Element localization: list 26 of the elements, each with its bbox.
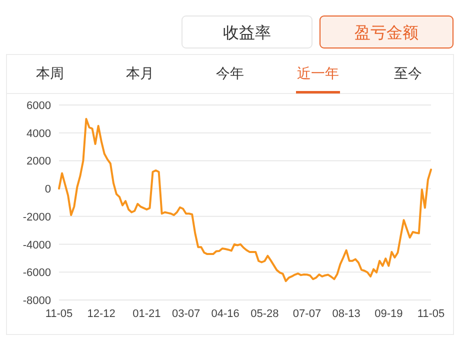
x-tick-label: 03-07 <box>172 308 200 320</box>
x-tick-label: 09-19 <box>374 308 403 320</box>
x-tick-label: 04-16 <box>211 308 240 320</box>
text: 至今 <box>394 65 422 81</box>
text: 近一年 <box>297 65 339 81</box>
x-tick-label: 07-07 <box>292 308 322 320</box>
x-tick-label: 01-21 <box>132 308 161 320</box>
y-tick-label: 0 <box>44 184 51 196</box>
text: 今年 <box>216 65 244 81</box>
y-tick-label: 4000 <box>26 128 51 140</box>
y-tick-label: 2000 <box>26 156 51 168</box>
text: 本月 <box>126 65 154 81</box>
y-tick-label: -2000 <box>22 211 51 224</box>
text: 本周 <box>36 65 64 81</box>
text: 盈亏金额 <box>354 24 418 42</box>
y-tick-label: -4000 <box>22 239 51 252</box>
y-tick-label: -8000 <box>22 295 51 307</box>
y-tick-label: -6000 <box>22 267 51 280</box>
x-tick-label: 08-13 <box>332 308 360 320</box>
x-tick-label: 12-12 <box>87 308 116 320</box>
text: 收益率 <box>223 24 271 42</box>
x-tick-label: 11-05 <box>45 308 73 320</box>
x-tick-label: 05-28 <box>250 308 279 320</box>
x-tick-label: 11-05 <box>417 308 445 320</box>
line-series <box>58 118 432 282</box>
y-tick-label: 6000 <box>26 100 51 112</box>
